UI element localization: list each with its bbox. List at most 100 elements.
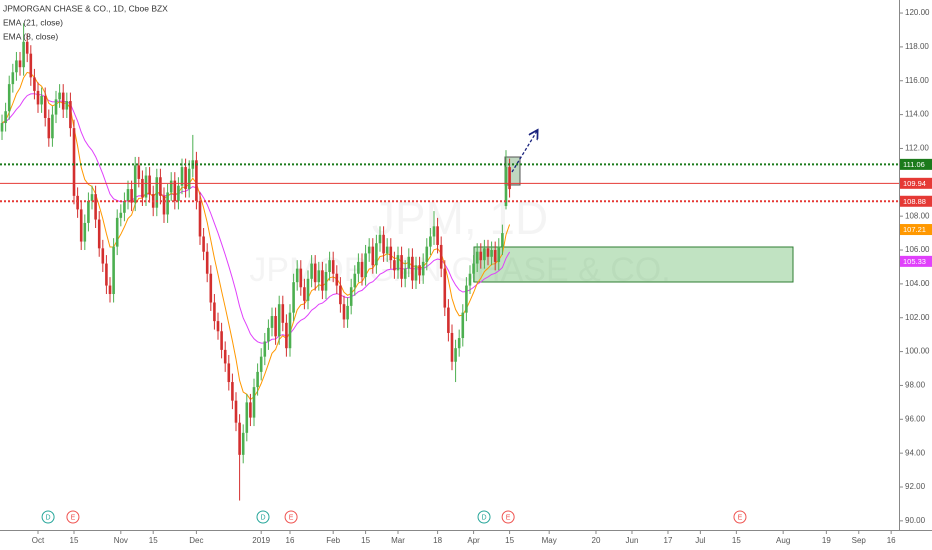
x-tick-label: 17 xyxy=(664,536,673,545)
candle-body xyxy=(385,246,389,254)
candle-body xyxy=(119,212,123,218)
candle-body xyxy=(328,260,331,273)
candle-body xyxy=(51,114,54,139)
demand-zone xyxy=(473,246,794,283)
x-tick-label: 15 xyxy=(361,536,370,545)
price-tag-label: 107.21 xyxy=(903,225,926,234)
event-marker xyxy=(256,510,270,524)
candle-body xyxy=(310,263,313,279)
candle-body xyxy=(169,180,173,193)
candle-body xyxy=(371,246,375,266)
candle-body xyxy=(245,402,249,433)
candle-body xyxy=(43,95,47,118)
candle-body xyxy=(285,322,288,349)
candle-body xyxy=(400,255,403,279)
candle-body xyxy=(490,250,493,257)
y-tick-label: 94.00 xyxy=(905,448,926,457)
candle-body xyxy=(281,304,285,323)
candle-body xyxy=(36,90,40,105)
candle-body xyxy=(162,195,166,215)
y-tick-label: 90.00 xyxy=(905,516,926,525)
candle-body xyxy=(69,101,72,129)
x-tick-label: Mar xyxy=(391,536,405,545)
event-label: E xyxy=(506,514,511,521)
y-tick-label: 98.00 xyxy=(905,381,926,390)
candle-body xyxy=(504,167,508,207)
candle-body xyxy=(15,60,18,73)
candle-body xyxy=(299,268,303,288)
candle-body xyxy=(0,123,4,132)
candle-body xyxy=(313,263,317,283)
candle-body xyxy=(112,246,115,295)
candle-body xyxy=(4,111,7,124)
event-marker xyxy=(477,510,491,524)
candle-body xyxy=(349,287,353,306)
candle-body xyxy=(130,189,133,203)
candle-body xyxy=(76,195,79,210)
candle-body xyxy=(321,270,324,291)
price-tag-label: 111.06 xyxy=(903,160,925,169)
y-tick-label: 102.00 xyxy=(905,313,930,322)
candle-body xyxy=(339,285,342,305)
candle-body xyxy=(231,382,234,401)
candle-body xyxy=(468,273,472,286)
candle-body xyxy=(216,321,220,332)
x-tick-label: 18 xyxy=(433,536,442,545)
candle-body xyxy=(83,222,87,242)
candle-body xyxy=(177,185,180,201)
candle-body xyxy=(249,402,252,418)
candle-body xyxy=(18,60,22,68)
candle-body xyxy=(97,219,101,249)
x-tick-label: Dec xyxy=(189,536,203,545)
candle-body xyxy=(198,200,202,237)
candle-body xyxy=(220,331,223,350)
ema-line xyxy=(1,93,511,344)
event-marker xyxy=(41,510,55,524)
event-marker xyxy=(501,510,515,524)
x-tick-label: 15 xyxy=(70,536,79,545)
event-label: E xyxy=(71,514,76,521)
candle-body xyxy=(479,251,483,261)
trend-arrow xyxy=(511,131,537,173)
candle-body xyxy=(256,371,259,388)
candle-body xyxy=(403,268,407,279)
candle-body xyxy=(94,194,97,220)
candle-body xyxy=(439,244,443,269)
price-tag xyxy=(900,255,932,267)
candle-body xyxy=(58,92,61,100)
candle-body xyxy=(159,177,162,196)
candle-body xyxy=(205,251,209,274)
candle-body xyxy=(61,92,65,110)
candle-body xyxy=(443,268,447,308)
indicator-label: EMA (8, close) xyxy=(3,31,58,41)
candle-body xyxy=(447,307,450,333)
price-tag xyxy=(900,177,932,189)
candle-body xyxy=(421,261,425,276)
candle-body xyxy=(22,41,25,68)
candle-body xyxy=(486,248,490,257)
candle-body xyxy=(346,305,349,320)
event-label: D xyxy=(481,514,486,521)
candle-body xyxy=(425,246,429,262)
candle-body xyxy=(40,95,43,105)
candle-body xyxy=(79,209,83,242)
candle-body xyxy=(414,265,418,281)
candle-body xyxy=(277,304,281,337)
candle-body xyxy=(72,128,76,196)
candle-body xyxy=(429,236,432,247)
candle-body xyxy=(238,422,241,455)
candle-body xyxy=(25,41,29,54)
price-tag-label: 105.33 xyxy=(903,257,926,266)
price-tag xyxy=(900,195,932,207)
candle-body xyxy=(105,263,108,286)
candle-body xyxy=(87,200,90,223)
candle-body xyxy=(202,236,205,252)
candle-body xyxy=(475,251,479,264)
x-tick-label: Jul xyxy=(695,536,705,545)
candle-body xyxy=(378,234,382,244)
y-tick-label: 92.00 xyxy=(905,482,926,491)
candle-body xyxy=(364,253,367,278)
candle-body xyxy=(418,265,421,276)
candle-body xyxy=(227,363,231,383)
candle-body xyxy=(411,256,414,281)
